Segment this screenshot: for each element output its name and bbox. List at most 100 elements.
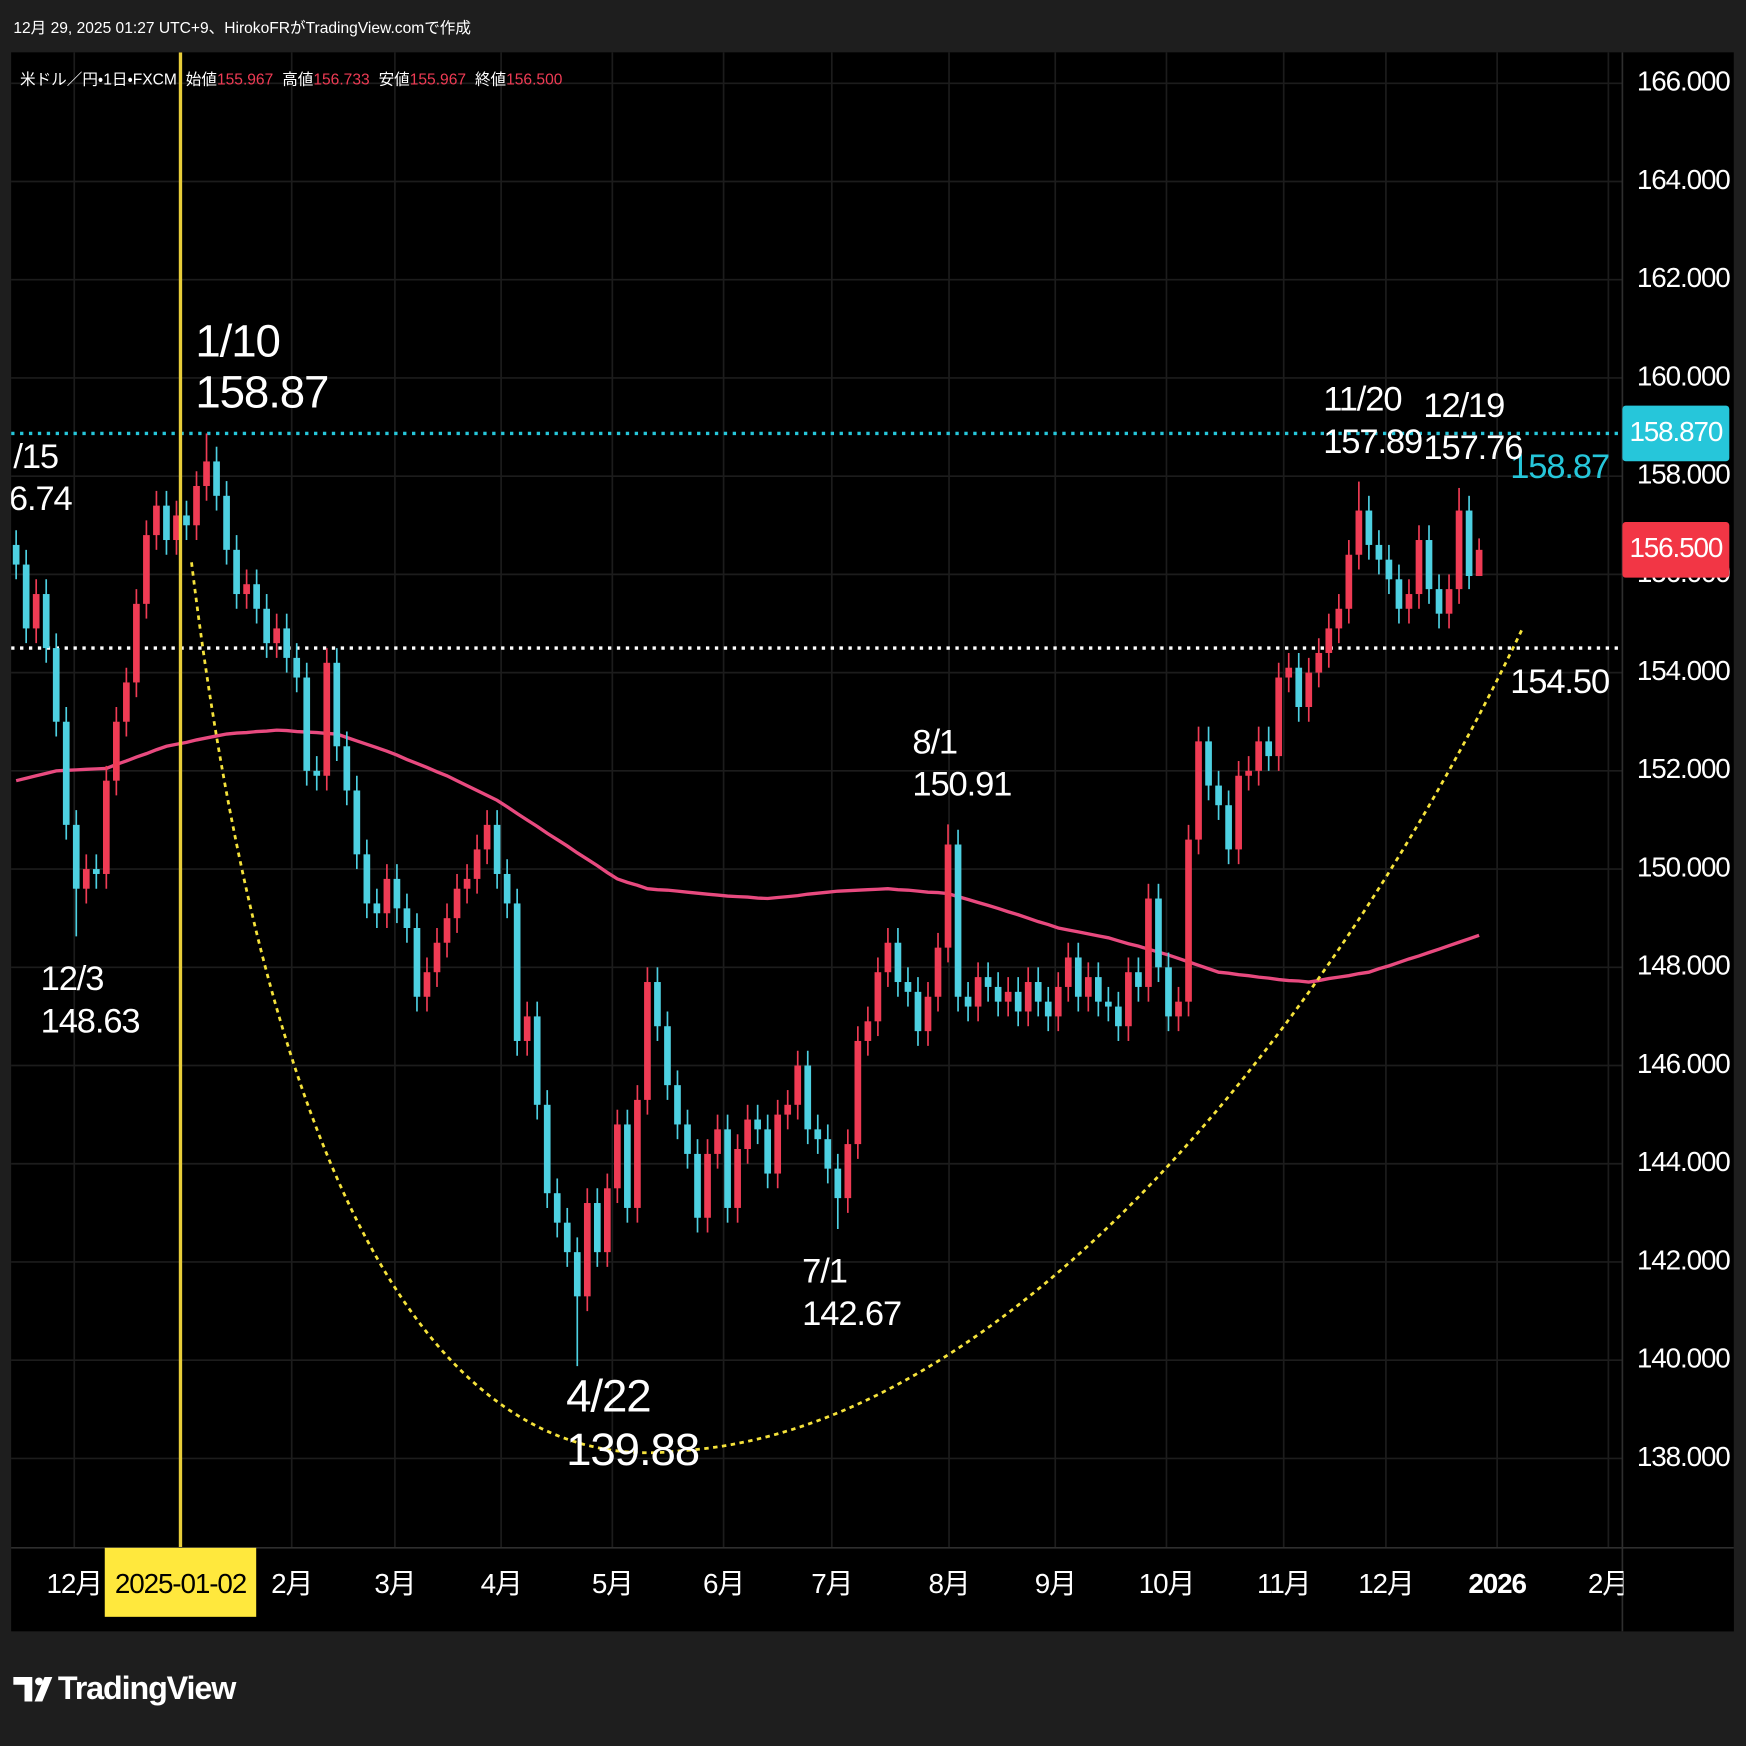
- annotation-date: 7/1: [802, 1253, 847, 1291]
- candle-body: [714, 1129, 721, 1154]
- candle-body: [1265, 741, 1273, 757]
- candle-body: [964, 996, 972, 1007]
- candle-body: [1145, 898, 1152, 987]
- candle-body: [473, 849, 481, 879]
- candle-body: [163, 505, 170, 541]
- candle-body: [1325, 628, 1333, 653]
- candle-body: [894, 942, 902, 983]
- candle-body: [1355, 510, 1363, 555]
- candle-body: [954, 844, 962, 997]
- x-tick-label: 2025-01-02: [115, 1568, 247, 1599]
- candle-body: [273, 628, 281, 644]
- annotation-date: 12/19: [1423, 387, 1504, 425]
- candle-body: [303, 677, 311, 771]
- candle-body: [1034, 982, 1042, 1002]
- candle-body: [1445, 589, 1453, 614]
- candle-body: [1345, 554, 1353, 609]
- y-tick-label: 142.000: [1637, 1244, 1730, 1275]
- candle-body: [784, 1104, 792, 1115]
- candle-body: [1165, 967, 1172, 1017]
- candle-body: [884, 942, 892, 973]
- x-tick-label: 12月: [47, 1568, 102, 1599]
- price-axis-corner: [1623, 1548, 1734, 1632]
- candle-body: [634, 1099, 641, 1208]
- legend: 米ドル／円・1日・FXCM 始値 155.967 高値 156.733 安値 155.967…: [20, 70, 563, 88]
- y-tick-label: 140.000: [1637, 1343, 1730, 1374]
- candle-body: [824, 1139, 832, 1169]
- candle-body: [1235, 775, 1242, 850]
- candle-body: [754, 1119, 761, 1130]
- candles: [12, 433, 1483, 1367]
- candle-body: [1044, 1001, 1052, 1017]
- y-tick-label: 138.000: [1637, 1441, 1730, 1472]
- candle-body: [1115, 1006, 1122, 1027]
- candle-body: [844, 1144, 852, 1199]
- x-tick-label: 2月: [1588, 1568, 1629, 1599]
- y-tick-label: 146.000: [1637, 1048, 1730, 1079]
- candle-body: [553, 1193, 561, 1223]
- moving-average-layer: [15, 728, 1480, 984]
- legend-item-value: 156.733: [313, 71, 369, 88]
- candle-body: [363, 854, 371, 904]
- x-tick-label: 9月: [1035, 1568, 1076, 1599]
- candle-body: [1455, 510, 1463, 590]
- candle-body: [1315, 652, 1323, 673]
- candle-body: [1275, 677, 1283, 757]
- candle-body: [1285, 667, 1293, 678]
- candle-body: [1125, 972, 1132, 1027]
- candle-body: [523, 1016, 531, 1041]
- candle-body: [433, 942, 441, 973]
- candle-body: [794, 1065, 802, 1105]
- candle-body: [92, 869, 100, 874]
- annotation-value: 150.91: [912, 766, 1011, 804]
- annotation-date: 11/20: [1323, 381, 1401, 419]
- candle-body: [343, 746, 351, 791]
- candle-body: [614, 1124, 621, 1189]
- x-tick-label: 12月: [1358, 1568, 1413, 1599]
- legend-item-name: 終値: [475, 70, 506, 88]
- cup-curve-drawing: [190, 562, 1524, 1455]
- legend-item-name: 高値: [282, 70, 313, 88]
- y-tick-label: 154.000: [1637, 655, 1730, 686]
- candle-body: [1064, 957, 1072, 987]
- candle-body: [724, 1129, 731, 1208]
- candle-body: [1255, 741, 1263, 771]
- candle-body: [333, 662, 341, 747]
- candle-body: [42, 594, 50, 649]
- candle-body: [1054, 986, 1062, 1017]
- logo-dot: [35, 1677, 43, 1686]
- candle-body: [463, 878, 471, 889]
- candle-body: [1305, 672, 1313, 707]
- candle-body: [443, 918, 451, 943]
- candle-body: [453, 888, 461, 919]
- candle-body: [223, 495, 230, 550]
- candle-body: [82, 869, 90, 889]
- axes: 138.000 140.000 142.000 144.000 146.000 148.0…: [47, 66, 1734, 1632]
- x-tick-label: 2026: [1468, 1568, 1526, 1599]
- annotation-value: 142.67: [802, 1295, 901, 1333]
- candle-body: [513, 903, 521, 1041]
- annotation-date: 12/3: [41, 960, 104, 998]
- candle-body: [323, 662, 331, 776]
- x-tick-label: 5月: [592, 1568, 633, 1599]
- price-tag-label: 156.500: [1629, 532, 1722, 563]
- candle-body: [1094, 977, 1102, 1002]
- candle-body: [664, 1026, 671, 1086]
- candle-body: [1004, 991, 1012, 1002]
- candle-body: [834, 1168, 842, 1199]
- edge-annotation-value: 6.74: [9, 480, 73, 518]
- candle-body: [1215, 785, 1222, 806]
- candle-body: [72, 824, 80, 889]
- y-tick-label: 158.000: [1637, 459, 1730, 490]
- candle-body: [904, 982, 912, 992]
- candle-body: [1185, 839, 1192, 1002]
- candle-body: [413, 928, 421, 997]
- candle-body: [974, 977, 982, 1007]
- candle-body: [1105, 1001, 1112, 1007]
- candle-body: [1375, 544, 1383, 560]
- candle-body: [183, 515, 190, 526]
- candle-body: [1175, 1001, 1182, 1017]
- candle-body: [543, 1104, 551, 1194]
